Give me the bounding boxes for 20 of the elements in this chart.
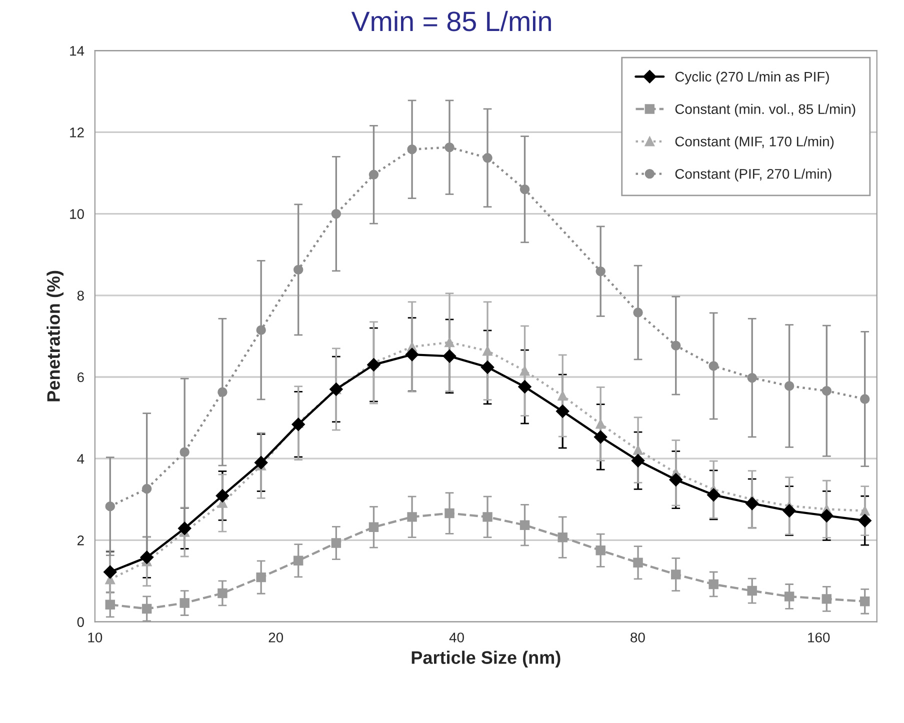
y-tick-label: 2	[77, 536, 84, 546]
y-tick-label: 6	[77, 372, 84, 382]
x-axis-title: Particle Size (nm)	[412, 650, 560, 668]
legend-label: Constant (PIF, 270 L/min)	[675, 168, 832, 182]
x-tick-label: 160	[808, 632, 830, 642]
legend-label: Constant (MIF, 170 L/min)	[675, 136, 834, 150]
x-tick-label: 40	[449, 632, 464, 642]
x-tick-label: 80	[630, 632, 645, 642]
legend-label: Constant (min. vol., 85 L/min)	[675, 104, 856, 117]
y-tick-label: 8	[77, 290, 84, 301]
chart-title: Vmin = 85 L/min	[351, 10, 551, 32]
x-tick-label: 10	[88, 632, 102, 642]
y-tick-label: 10	[70, 209, 84, 219]
x-tick-label: 20	[268, 632, 284, 642]
y-tick-label: 14	[70, 46, 84, 56]
y-tick-label: 0	[77, 617, 84, 627]
y-tick-label: 4	[77, 454, 84, 464]
y-axis-title: Penetration (%)	[46, 270, 64, 402]
legend-label: Cyclic (270 L/min as PIF)	[675, 71, 829, 84]
y-tick-label: 12	[70, 128, 84, 138]
